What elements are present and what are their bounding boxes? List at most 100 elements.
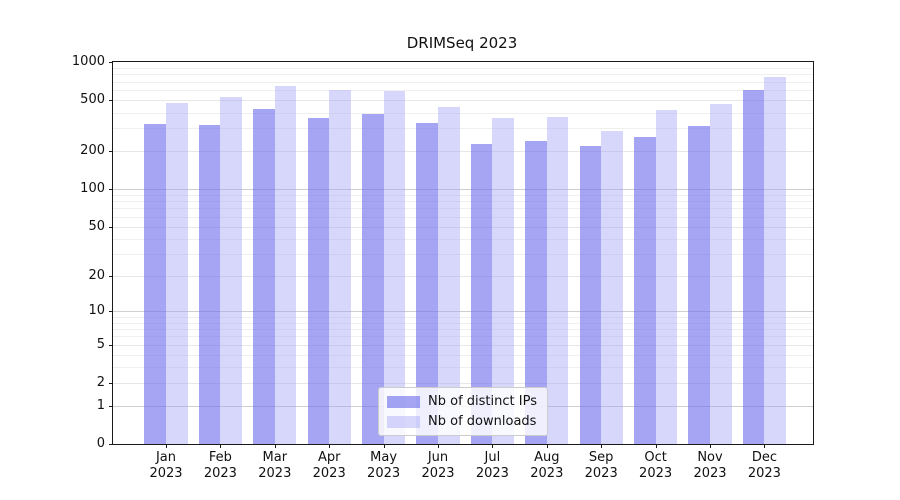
bar-downloads-nov [710, 104, 732, 444]
x-tick-label-month: Feb [208, 450, 232, 465]
bar-downloads-may [383, 91, 406, 444]
y-tick [109, 188, 113, 190]
bar-downloads-mar [274, 85, 297, 444]
bar-distinct-ips-jul [470, 144, 493, 444]
x-tick-label-month: Jul [484, 450, 501, 465]
x-tick [492, 444, 494, 448]
bar-distinct-ips-aug [525, 140, 547, 444]
y-tick-label: 2 [96, 375, 105, 391]
chart-title: DRIMSeq 2023 [406, 34, 518, 52]
y-tick [109, 405, 113, 407]
y-tick [109, 344, 113, 346]
bar-downloads-oct [655, 109, 678, 444]
gridline-major [113, 311, 813, 313]
x-tick [166, 444, 167, 448]
gridline-minor [113, 194, 813, 196]
bar-distinct-ips-oct [633, 137, 656, 444]
y-tick-label: 200 [80, 142, 105, 158]
x-tick-label-month: Apr [317, 450, 341, 465]
gridline-minor [113, 90, 813, 92]
x-tick-label-year: 2023 [367, 466, 401, 481]
x-tick [329, 444, 331, 448]
legend-label-downloads: Nb of downloads [428, 414, 537, 429]
legend-item-distinct-ips: Nb of distinct IPs [387, 394, 537, 409]
bar-distinct-ips-sep [579, 145, 602, 444]
legend: Nb of distinct IPs Nb of downloads [378, 387, 548, 436]
legend-swatch-downloads [387, 415, 421, 428]
x-tick-label: Apr 2023 [297, 450, 361, 482]
legend-swatch-distinct-ips [387, 395, 421, 408]
x-tick-label: Oct 2023 [624, 450, 688, 482]
gridline-labeled [113, 226, 813, 228]
gridline-minor [113, 128, 813, 130]
gridline-labeled [113, 100, 813, 102]
x-tick-label: Sep 2023 [569, 450, 633, 482]
x-tick-label-year: 2023 [258, 466, 292, 481]
x-tick [546, 444, 548, 448]
x-tick-label-month: Jun [427, 450, 449, 465]
y-tick [109, 311, 113, 313]
x-tick-label-year: 2023 [475, 466, 509, 481]
x-tick-label-year: 2023 [693, 466, 727, 481]
legend-label-distinct-ips: Nb of distinct IPs [428, 394, 537, 409]
x-tick [710, 444, 711, 448]
y-tick-label: 1 [96, 397, 105, 413]
bar-downloads-jul [492, 118, 515, 444]
x-tick-label-month: Oct [644, 450, 667, 465]
bar-downloads-aug [546, 116, 569, 444]
bar-distinct-ips-may [361, 114, 384, 444]
gridline-labeled [113, 383, 813, 385]
x-tick [220, 444, 222, 448]
x-tick-label-year: 2023 [747, 466, 781, 481]
x-tick-label: Mar 2023 [243, 450, 307, 482]
y-tick-label: 100 [80, 180, 105, 196]
y-tick [109, 383, 113, 385]
gridline-labeled [113, 150, 813, 152]
gridline-minor [113, 216, 813, 218]
legend-item-downloads: Nb of downloads [387, 414, 537, 429]
gridline-major [113, 188, 813, 190]
x-tick-label-year: 2023 [421, 466, 455, 481]
x-tick [438, 444, 439, 448]
y-tick [109, 62, 113, 63]
gridline-minor [113, 336, 813, 338]
gridline-minor [113, 254, 813, 256]
x-tick-label-month: May [370, 450, 398, 465]
bar-distinct-ips-apr [307, 117, 330, 444]
x-tick-label-year: 2023 [312, 466, 346, 481]
gridline-minor [113, 208, 813, 210]
gridline-labeled [113, 344, 813, 346]
x-tick-label-year: 2023 [584, 466, 618, 481]
bar-downloads-dec [764, 77, 787, 444]
plot-area: Nb of distinct IPs Nb of downloads Jan 20… [72, 54, 814, 481]
y-tick-label: 1000 [71, 54, 105, 69]
x-tick [601, 444, 603, 448]
bar-downloads-feb [220, 96, 243, 444]
bar-distinct-ips-nov [688, 125, 710, 444]
y-tick-label: 5 [96, 336, 105, 352]
y-tick [109, 150, 113, 152]
gridline-minor [113, 322, 813, 324]
x-tick [764, 444, 766, 448]
bar-downloads-jun [438, 107, 460, 444]
x-tick-label: Jan 2023 [134, 450, 198, 482]
bar-distinct-ips-dec [742, 90, 765, 444]
gridline-minor [113, 367, 813, 369]
y-tick [109, 275, 113, 277]
x-tick-label-year: 2023 [203, 466, 237, 481]
x-tick-label: Feb 2023 [188, 450, 252, 482]
y-tick [109, 100, 113, 102]
gridline-minor [113, 67, 813, 69]
x-tick-label: Jun 2023 [406, 450, 470, 482]
y-tick-label: 50 [88, 218, 105, 234]
gridline-minor [113, 355, 813, 356]
x-tick-label-month: Sep [588, 450, 614, 465]
y-tick [109, 226, 113, 228]
x-tick [655, 444, 657, 448]
gridline-minor [113, 81, 813, 83]
gridline-minor [113, 329, 813, 330]
x-tick-label: Aug 2023 [515, 450, 579, 482]
gridline-minor [113, 201, 813, 202]
x-tick-label-month: Aug [534, 450, 560, 465]
